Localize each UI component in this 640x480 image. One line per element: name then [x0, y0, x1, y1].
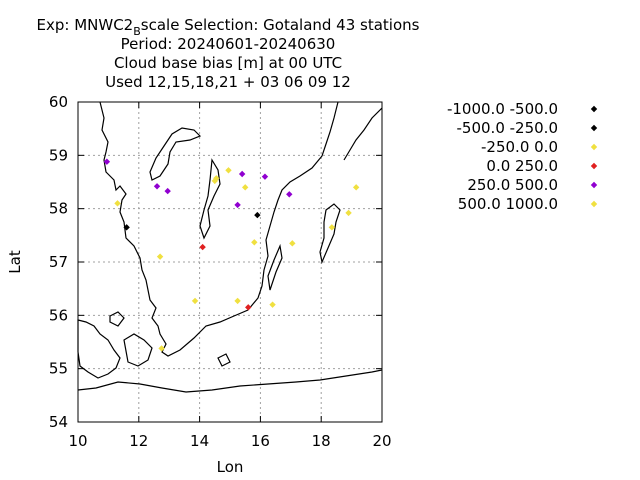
data-point	[242, 184, 249, 191]
chart-title: Exp: MNWC2Bscale Selection: Gotaland 43 …	[37, 16, 420, 91]
data-point	[199, 243, 206, 251]
coastline-map	[77, 101, 383, 393]
data-point	[213, 175, 220, 182]
title-line-3: Cloud base bias [m] at 00 UTC	[114, 54, 342, 72]
data-point	[153, 183, 161, 190]
x-tick-label: 12	[129, 432, 148, 450]
x-tick-label: 16	[251, 432, 270, 450]
data-point	[234, 297, 241, 305]
legend: -1000.0 -500.0-500.0 -250.0-250.0 0.00.0…	[447, 100, 598, 213]
data-point	[158, 345, 165, 352]
x-tick-label: 20	[372, 432, 391, 450]
y-tick-label: 54	[49, 413, 68, 431]
x-tick-label: 18	[312, 432, 331, 450]
data-point	[191, 297, 199, 305]
data-point	[345, 209, 352, 217]
data-point	[289, 240, 296, 247]
y-tick-label: 58	[49, 200, 68, 218]
legend-marker	[590, 143, 598, 151]
data-points	[103, 158, 360, 352]
y-tick-label: 59	[49, 146, 68, 164]
legend-marker	[590, 162, 598, 170]
data-point	[225, 167, 232, 174]
data-point	[156, 253, 164, 260]
legend-marker	[590, 200, 598, 208]
y-tick-label: 55	[49, 360, 68, 378]
legend-marker	[590, 181, 598, 189]
y-axis-label: Lat	[6, 250, 24, 274]
grid	[78, 102, 382, 422]
x-axis-label: Lon	[217, 458, 244, 476]
legend-label: 500.0 1000.0	[458, 195, 558, 213]
data-point	[238, 170, 246, 178]
data-point	[254, 211, 261, 219]
data-point	[103, 158, 111, 165]
y-tick-label: 56	[49, 306, 68, 324]
y-tick-label: 60	[49, 93, 68, 111]
data-point	[261, 173, 269, 180]
data-point	[234, 201, 241, 209]
data-point	[269, 301, 276, 308]
title-line-1: Exp: MNWC2Bscale Selection: Gotaland 43 …	[37, 16, 420, 38]
legend-label: 0.0 250.0	[486, 157, 558, 175]
legend-label: 250.0 500.0	[467, 176, 558, 194]
axis-ticks: 10 12 14 16 18 20 54 55 56 57 58 59 60	[49, 93, 392, 450]
data-point	[328, 224, 336, 231]
data-point	[245, 304, 252, 311]
title-line-2: Period: 20240601-20240630	[121, 35, 336, 53]
data-point	[164, 187, 171, 195]
x-tick-label: 14	[190, 432, 209, 450]
legend-marker	[590, 105, 598, 113]
data-point	[286, 191, 293, 198]
legend-label: -1000.0 -500.0	[447, 100, 558, 118]
legend-marker	[590, 124, 598, 132]
legend-label: -500.0 -250.0	[457, 119, 558, 137]
x-tick-label: 10	[68, 432, 87, 450]
data-point	[251, 239, 258, 246]
data-point	[114, 200, 121, 207]
legend-label: -250.0 0.0	[481, 138, 558, 156]
data-point	[123, 224, 130, 231]
data-point	[352, 184, 360, 191]
y-tick-label: 57	[49, 253, 68, 271]
title-line-4: Used 12,15,18,21 + 03 06 09 12	[105, 73, 351, 91]
